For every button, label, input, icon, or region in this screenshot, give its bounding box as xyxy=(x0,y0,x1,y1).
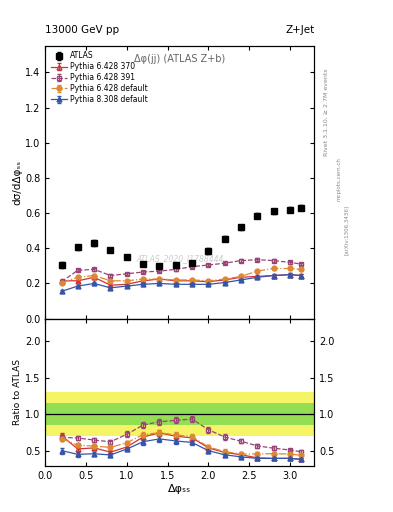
Text: Z+Jet: Z+Jet xyxy=(285,25,314,35)
Text: Rivet 3.1.10, ≥ 2.7M events: Rivet 3.1.10, ≥ 2.7M events xyxy=(324,69,329,157)
Text: 13000 GeV pp: 13000 GeV pp xyxy=(45,25,119,35)
Legend: ATLAS, Pythia 6.428 370, Pythia 6.428 391, Pythia 6.428 default, Pythia 8.308 de: ATLAS, Pythia 6.428 370, Pythia 6.428 39… xyxy=(49,50,150,105)
X-axis label: Δφₛₛ: Δφₛₛ xyxy=(168,483,191,494)
Y-axis label: Ratio to ATLAS: Ratio to ATLAS xyxy=(13,359,22,425)
Text: Δφ(jj) (ATLAS Z+b): Δφ(jj) (ATLAS Z+b) xyxy=(134,54,226,64)
Bar xyxy=(45,392,314,436)
Bar xyxy=(45,403,314,425)
Text: [arXiv:1306.3436]: [arXiv:1306.3436] xyxy=(344,205,349,255)
Y-axis label: dσ/dΔφₛₛ: dσ/dΔφₛₛ xyxy=(12,160,22,205)
Text: mcplots.cern.ch: mcplots.cern.ch xyxy=(336,157,341,201)
Text: ATLAS_2020_I1788444: ATLAS_2020_I1788444 xyxy=(136,254,224,263)
